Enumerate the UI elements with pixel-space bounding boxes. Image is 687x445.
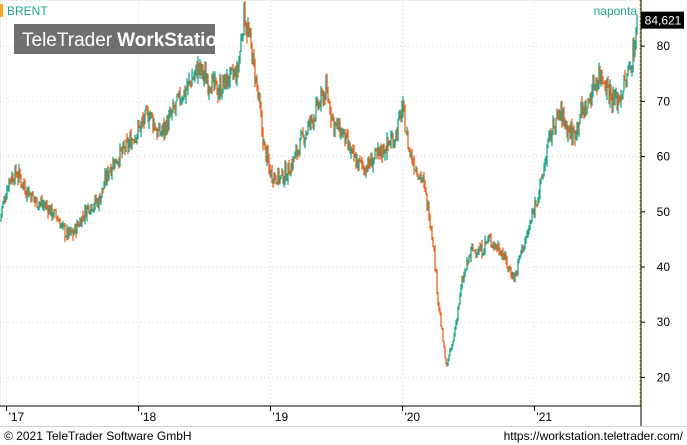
price-bars xyxy=(0,1,638,367)
copyright-text: © 2021 TeleTrader Software GmbH xyxy=(4,429,192,443)
y-tick-label: 50 xyxy=(657,205,671,219)
x-tick-label: '20 xyxy=(404,410,420,424)
chart-title: BRENT xyxy=(7,4,48,18)
y-tick-label: 70 xyxy=(657,94,671,108)
last-price-label: 84,621 xyxy=(645,14,682,28)
last-price-badge: 84,621 xyxy=(641,11,684,29)
x-tick-label: '21 xyxy=(536,410,552,424)
x-axis-ticks: '17 '18 '19 '20 '21 xyxy=(6,406,552,424)
watermark: TeleTrader WorkStation xyxy=(14,24,229,54)
y-axis-ticks: 20 30 40 50 60 70 80 xyxy=(641,39,670,384)
title-marker xyxy=(0,4,3,17)
x-tick-label: '17 xyxy=(9,410,25,424)
period-label: naponta xyxy=(594,4,638,18)
footer: © 2021 TeleTrader Software GmbH https://… xyxy=(0,426,687,445)
x-tick-label: '19 xyxy=(273,410,289,424)
y-tick-label: 40 xyxy=(657,260,671,274)
watermark-product: WorkStation xyxy=(117,30,229,51)
x-tick-label: '18 xyxy=(141,410,157,424)
source-url: https://workstation.teletrader.com/ xyxy=(503,429,683,443)
y-tick-label: 30 xyxy=(657,315,671,329)
watermark-brand: TeleTrader xyxy=(22,30,113,51)
y-tick-label: 20 xyxy=(657,370,671,384)
chart-background xyxy=(0,0,687,426)
y-tick-label: 60 xyxy=(657,150,671,164)
y-tick-label: 80 xyxy=(657,39,671,53)
